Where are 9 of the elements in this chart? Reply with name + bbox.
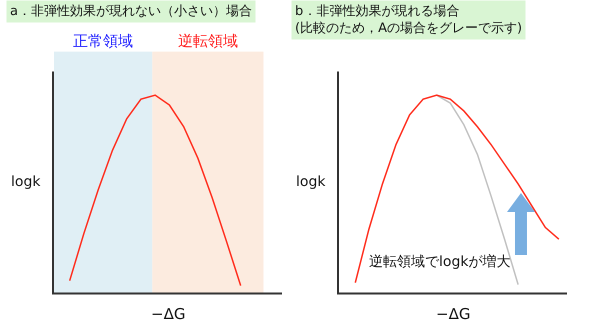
x-axis-title: −ΔG — [151, 305, 186, 323]
y-axis-title: logk — [11, 174, 42, 190]
x-axis-title: −ΔG — [436, 305, 470, 323]
text: 逆転領域 — [178, 32, 238, 50]
text: 正常領域 — [73, 32, 133, 50]
y-axis-title: logk — [296, 174, 326, 190]
chart-title: b．非弾性効果が現れる場合 (比較のため，Aの場合をグレーで示す) — [295, 4, 522, 36]
annotation: 逆転領域でlogkが増大 — [369, 253, 510, 270]
chart-title: a．非弾性効果が現れない（小さい）場合 — [10, 4, 252, 19]
